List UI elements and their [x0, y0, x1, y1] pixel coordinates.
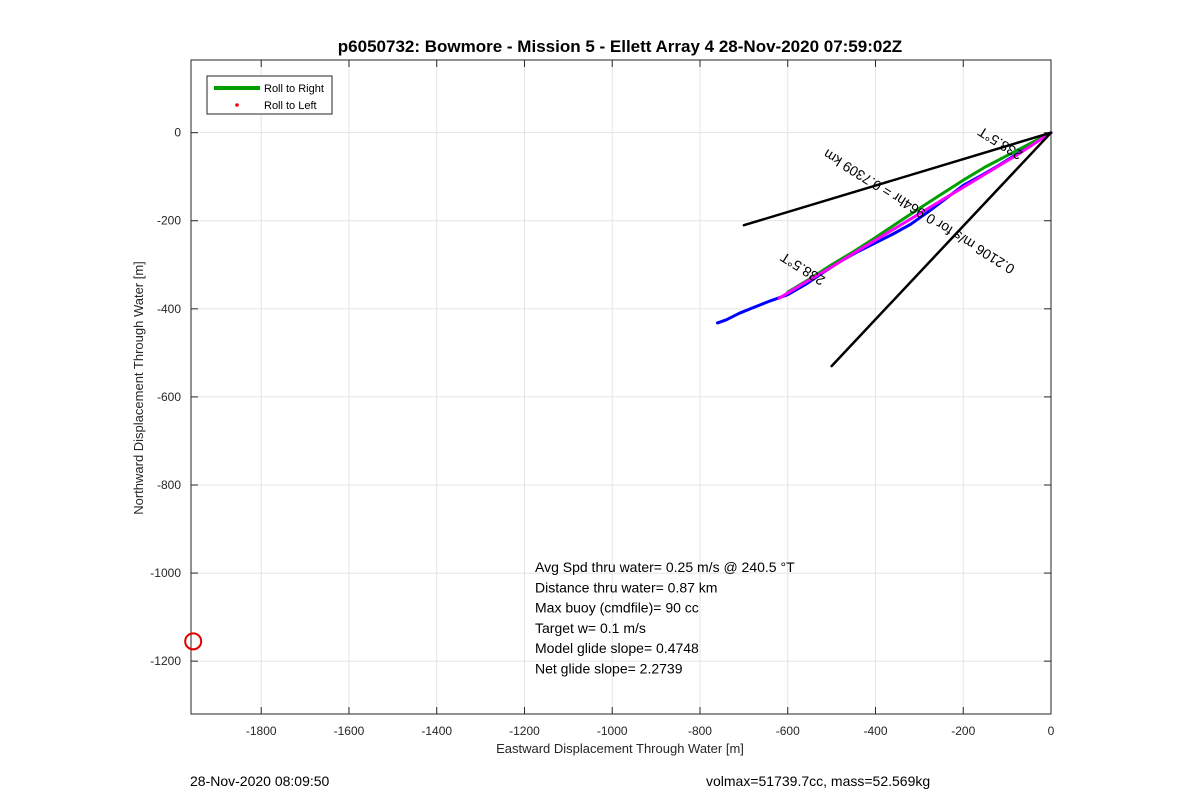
y-tick-label: -200	[157, 214, 181, 228]
x-tick-label: -400	[863, 724, 887, 738]
stats-line: Target w= 0.1 m/s	[535, 620, 646, 636]
stats-line: Model glide slope= 0.4748	[535, 640, 699, 656]
x-tick-label: -1600	[334, 724, 365, 738]
footer-params: volmax=51739.7cc, mass=52.569kg	[706, 773, 931, 789]
series-group	[716, 131, 1053, 368]
stats-annotation: Avg Spd thru water= 0.25 m/s @ 240.5 °T D…	[535, 559, 795, 677]
x-tick-label: -1400	[421, 724, 452, 738]
stats-line: Distance thru water= 0.87 km	[535, 579, 717, 595]
y-tick-label: 0	[174, 126, 181, 140]
x-tick-label: 0	[1048, 724, 1055, 738]
y-tick-label: -600	[157, 390, 181, 404]
y-tick-label: -1000	[150, 566, 181, 580]
x-tick-label: -200	[951, 724, 975, 738]
y-tick-label: -800	[157, 478, 181, 492]
legend-box	[206, 75, 333, 115]
footer-timestamp: 28-Nov-2020 08:09:50	[190, 773, 330, 789]
stats-line: Net glide slope= 2.2739	[535, 661, 683, 677]
x-tick-label: -1800	[246, 724, 277, 738]
y-axis-label: Northward Displacement Through Water [m]	[131, 261, 146, 515]
track-labels: 238.5°T0.2106 m/s for 0.964hr = 0.7309 k…	[777, 123, 1025, 288]
markers-group	[184, 632, 203, 651]
x-tick-label: -1000	[597, 724, 628, 738]
legend-label: Roll to Right	[264, 83, 324, 95]
x-tick-label: -600	[776, 724, 800, 738]
series-line-1	[716, 131, 1053, 325]
plot-area	[190, 59, 1052, 715]
x-tick-label: -800	[688, 724, 712, 738]
grid	[191, 60, 1052, 714]
series-line-3	[777, 131, 1053, 300]
x-axis-label: Eastward Displacement Through Water [m]	[496, 741, 744, 756]
legend-swatch-dot	[235, 103, 239, 107]
marker-circle	[184, 632, 203, 651]
x-tick-label: -1200	[509, 724, 540, 738]
series-line-5	[830, 131, 1053, 368]
series-line-4	[742, 131, 1053, 227]
stats-line: Avg Spd thru water= 0.25 m/s @ 240.5 °T	[535, 559, 795, 575]
axis-ticks: -1800 -1600 -1400 -1200 -1000 -800 -600 -400 -20…	[150, 60, 1055, 738]
series-line-2	[786, 131, 1053, 294]
stats-line: Max buoy (cmdfile)= 90 cc	[535, 600, 699, 616]
legend: Roll to Right Roll to Left	[206, 75, 333, 115]
y-tick-label: -400	[157, 302, 181, 316]
chart-title: p6050732: Bowmore - Mission 5 - Ellett A…	[338, 37, 902, 56]
y-tick-label: -1200	[150, 654, 181, 668]
legend-label: Roll to Left	[264, 100, 317, 112]
